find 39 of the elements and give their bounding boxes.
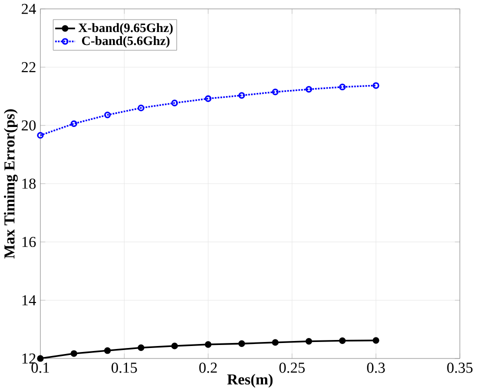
point — [70, 120, 78, 128]
x-tick-label: 0.35 — [447, 362, 473, 374]
y-tick-label: 16 — [22, 237, 36, 248]
x-tick-label: 0.2 — [199, 362, 217, 374]
point — [171, 100, 178, 107]
point — [372, 337, 380, 344]
point — [204, 341, 212, 348]
y-tick-label: 14 — [22, 295, 36, 306]
point — [306, 338, 312, 345]
point — [372, 82, 380, 90]
point — [138, 104, 144, 112]
y-axis-title: Max Timimg Error(ps) — [4, 110, 18, 259]
x-tick-label: 0.25 — [279, 362, 305, 374]
point — [204, 96, 212, 102]
point — [70, 350, 78, 358]
x-axis-title: Res(m) — [227, 374, 273, 388]
x-tick-label: 0.1 — [31, 362, 49, 374]
x-tick-label: 0.15 — [112, 362, 137, 374]
legend-label: C-band(5.6Ghz) — [82, 36, 170, 48]
y-tick-label: 24 — [22, 4, 36, 14]
y-tick-label: 22 — [22, 62, 36, 72]
point — [306, 86, 312, 93]
point — [104, 348, 111, 354]
point — [37, 355, 44, 362]
x-tick-label: 0.3 — [367, 362, 385, 374]
y-tick-label: 12 — [22, 354, 36, 364]
point — [272, 339, 279, 346]
point — [339, 84, 346, 91]
y-tick-label: 20 — [22, 120, 36, 131]
point — [104, 112, 111, 118]
y-tick-label: 18 — [22, 178, 36, 190]
point — [171, 342, 178, 350]
point — [272, 88, 279, 96]
point — [238, 340, 246, 348]
point — [37, 132, 44, 139]
point — [238, 92, 246, 99]
point — [339, 338, 346, 344]
point — [138, 344, 144, 352]
legend-label: X-band(9.65Ghz) — [78, 23, 173, 35]
